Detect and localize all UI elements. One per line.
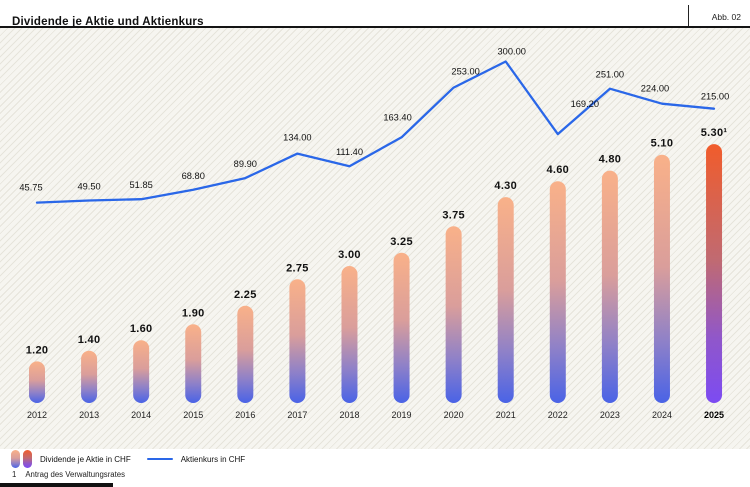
line-value-label: 89.90 [234, 159, 257, 169]
figure-label: Abb. 02 [711, 12, 741, 22]
bar-value-label: 3.75 [442, 209, 465, 221]
x-axis-label: 2024 [652, 410, 672, 420]
footnote-text: Antrag des Verwaltungsrates [25, 470, 126, 479]
bar-2023 [601, 170, 618, 403]
bar-value-label: 1.40 [78, 334, 101, 346]
header-rule [0, 26, 750, 28]
x-axis-label: 2019 [392, 410, 412, 420]
x-axis-label: 2012 [27, 410, 47, 420]
line-value-label: 134.00 [283, 133, 311, 143]
x-axis-label: 2014 [131, 410, 151, 420]
bar-2020 [445, 226, 462, 403]
x-axis-label: 2015 [183, 410, 203, 420]
footnote: 1 Antrag des Verwaltungsrates [12, 470, 125, 479]
bar-highlight-swatch-icon [23, 450, 32, 468]
bar-value-label: 4.60 [546, 164, 569, 176]
bar-2014 [133, 340, 150, 403]
bar-value-label: 5.10 [651, 138, 674, 150]
chart-area: 1.20 2012 1.40 2013 1.60 2014 1.90 2015 2.25 2016… [0, 28, 750, 449]
bar-2022 [549, 181, 566, 403]
line-value-label: 300.00 [498, 47, 526, 57]
bar-gradient-swatch-icon [11, 450, 20, 468]
line-value-label: 68.80 [182, 171, 205, 181]
bar-value-label: 1.20 [26, 344, 49, 356]
x-axis-label: 2017 [287, 410, 307, 420]
bar-value-label: 2.75 [286, 262, 309, 274]
bar-2019 [393, 252, 410, 403]
bar-2013 [81, 350, 98, 403]
footnote-marker: 1 [12, 470, 17, 479]
dividend-stockprice-combo-chart: 1.20 2012 1.40 2013 1.60 2014 1.90 2015 2.25 2016… [19, 47, 729, 421]
line-value-label: 215.00 [701, 92, 729, 102]
legend: Dividende je Aktie in CHF Aktienkurs in … [11, 450, 245, 468]
line-value-label: 251.00 [596, 70, 624, 80]
line-value-label: 111.40 [336, 147, 363, 157]
bar-2024 [653, 154, 670, 403]
bar-2012 [29, 361, 45, 403]
x-axis-label: 2023 [600, 410, 620, 420]
bar-value-label: 1.60 [130, 323, 153, 335]
line-value-label: 45.75 [19, 183, 42, 193]
x-axis-label: 2021 [496, 410, 516, 420]
page-title: Dividende je Aktie und Aktienkurs [12, 15, 204, 28]
x-axis-label: 2020 [444, 410, 464, 420]
bar-value-label: 4.80 [599, 154, 622, 166]
bar-value-label: 3.00 [338, 249, 361, 261]
legend-line-label: Aktienkurs in CHF [180, 454, 246, 464]
line-value-label: 49.50 [77, 182, 100, 192]
bar-value-label: 4.30 [494, 180, 517, 192]
header-divider [688, 5, 689, 26]
legend-bar-label: Dividende je Aktie in CHF [40, 454, 131, 464]
x-axis-label: 2025 [704, 410, 724, 420]
line-value-label: 163.40 [383, 112, 411, 122]
bar-value-label: 3.25 [390, 236, 413, 248]
x-axis-label: 2018 [339, 410, 359, 420]
x-axis-label: 2022 [548, 410, 568, 420]
bar-2016 [237, 305, 254, 403]
line-value-label: 224.00 [641, 84, 669, 94]
x-axis-label: 2013 [79, 410, 99, 420]
bar-2025 [706, 144, 723, 403]
bar-2015 [185, 324, 202, 403]
bar-2017 [289, 279, 306, 403]
bar-2021 [497, 197, 514, 403]
stock-price-line [35, 60, 716, 204]
line-value-label: 169.20 [571, 99, 599, 109]
line-value-label: 253.00 [451, 67, 479, 77]
bar-value-label: 1.90 [182, 307, 205, 319]
x-axis-label: 2016 [235, 410, 255, 420]
line-swatch-icon [146, 457, 173, 461]
bar-2018 [341, 266, 358, 403]
footer-bar [0, 483, 113, 487]
bar-value-label: 5.30¹ [701, 127, 728, 139]
bar-value-label: 2.25 [234, 289, 257, 301]
line-value-label: 51.85 [130, 180, 153, 190]
